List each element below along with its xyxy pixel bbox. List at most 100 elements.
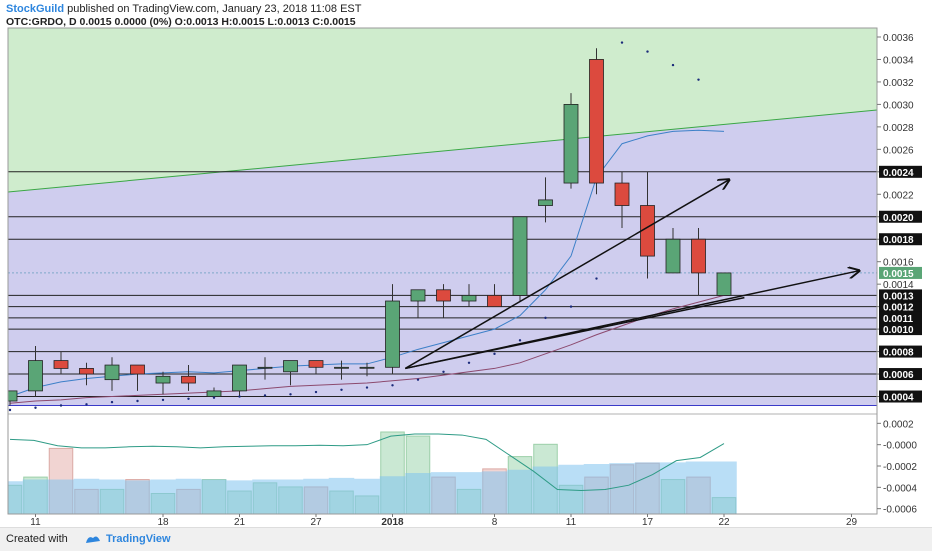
sar-dot [289, 393, 292, 396]
oscillator-tick-label: -0.0002 [883, 462, 917, 473]
sar-dot [646, 50, 649, 53]
candle-down[interactable] [181, 375, 196, 384]
time-tick-label: 11 [30, 517, 41, 527]
candle-up[interactable] [28, 360, 43, 392]
candle-down[interactable] [691, 238, 706, 274]
sar-dot [59, 404, 63, 407]
sar-dot [34, 406, 37, 409]
price-level-badge [879, 300, 922, 313]
sar-dot [671, 63, 675, 67]
price-level-badge [879, 165, 922, 178]
sar-dot [416, 378, 420, 381]
candle-up[interactable] [665, 238, 681, 274]
candle-up[interactable] [716, 272, 732, 296]
sar-dot [187, 397, 190, 400]
trend-arrow[interactable] [404, 180, 729, 370]
candle-up[interactable] [461, 294, 477, 302]
tradingview-brand[interactable]: TradingView [106, 533, 171, 545]
candle-up[interactable] [155, 375, 171, 384]
price-tick-label: 0.0032 [883, 78, 914, 89]
time-tick-label: 22 [718, 517, 730, 527]
trend-line[interactable] [405, 296, 745, 370]
sar-dot [595, 277, 598, 280]
candle-up[interactable] [232, 364, 247, 392]
candle-down[interactable] [53, 360, 69, 369]
price-tick-label: 0.0012 [883, 303, 914, 314]
candle-up[interactable] [410, 289, 426, 302]
sar-dot [8, 408, 12, 412]
candle-up[interactable] [512, 216, 528, 296]
candle-up[interactable] [257, 366, 273, 369]
candle-down[interactable] [436, 289, 451, 302]
price-tick-label: 0.0022 [883, 190, 914, 201]
last-price-badge [879, 266, 922, 279]
price-level-badge [879, 368, 922, 381]
candle-down[interactable] [614, 182, 630, 206]
sar-dot [340, 388, 343, 391]
candle-down[interactable] [130, 364, 145, 375]
publish-line: StockGuild published on TradingView.com,… [6, 3, 361, 15]
oscillator-tick-label: -0.0006 [883, 505, 917, 516]
candle-down[interactable] [589, 59, 604, 184]
oscillator-tick-label: -0.0000 [883, 441, 917, 452]
candle-down[interactable] [487, 294, 502, 308]
symbol-ohlc-line: OTC:GRDO, D 0.0015 0.0000 (0%) O:0.0013 … [6, 16, 356, 28]
price-chart[interactable]: 0.0036 0.0034 0.0032 0.0030 0.0028 0.0026 0.00… [0, 0, 932, 527]
oscillator-tick-label: 0.0002 [883, 419, 914, 430]
sar-dot [391, 384, 394, 387]
sar-dot [314, 390, 318, 394]
candle-up[interactable] [283, 360, 298, 373]
price-level-badge [879, 323, 922, 336]
price-tick-label: 0.0018 [883, 235, 914, 246]
price-tick-label: 0.0008 [883, 348, 914, 359]
candle-down[interactable] [308, 360, 324, 368]
time-tick-label: 21 [234, 517, 246, 527]
candle-up[interactable] [3, 390, 18, 402]
oscillator-line [9, 433, 725, 492]
candle-up[interactable] [563, 104, 579, 184]
price-level-badge [879, 210, 922, 223]
time-tick-label: 8 [492, 517, 498, 527]
sar-dot [238, 395, 241, 398]
sar-dot [518, 339, 522, 342]
sar-dot [442, 370, 445, 373]
channel-zone-fill [8, 110, 877, 406]
candle-up[interactable] [104, 364, 120, 381]
price-level-badge [879, 311, 922, 324]
time-tick-label: 29 [846, 517, 858, 527]
sar-dot [212, 396, 216, 399]
price-tick-label: 0.0010 [883, 325, 914, 336]
price-tick-label: 0.0014 [883, 280, 914, 291]
channel-upper-line [8, 109, 877, 193]
last-price-label: 0.0015 [883, 269, 914, 280]
sar-dot [263, 394, 267, 397]
oscillator-tick-label: -0.0004 [883, 483, 917, 494]
time-tick-label: 27 [310, 517, 322, 527]
price-level-badge [879, 390, 922, 403]
plot-border [7, 27, 878, 515]
moving-average-long-line [9, 294, 725, 404]
published-text: published on TradingView.com, January 23… [64, 3, 362, 15]
sar-dot [161, 398, 165, 402]
candle-up[interactable] [538, 199, 553, 206]
candle-up[interactable] [334, 366, 349, 369]
sar-dot [85, 403, 88, 406]
time-tick-label: 18 [157, 517, 169, 527]
price-level-label: 0.0013 [883, 291, 914, 302]
price-tick-label: 0.0030 [883, 100, 914, 111]
sar-dot [569, 305, 573, 308]
publisher-name[interactable]: StockGuild [6, 3, 65, 15]
candle-up[interactable] [206, 390, 222, 397]
price-tick-label: 0.0028 [883, 123, 914, 134]
price-level-badge [879, 345, 922, 358]
candle-up[interactable] [359, 366, 375, 369]
price-level-badge [879, 233, 922, 246]
price-tick-label: 0.0016 [883, 258, 914, 269]
sar-dot [467, 361, 471, 365]
candle-up[interactable] [385, 300, 400, 368]
sar-dot [136, 399, 139, 403]
resistance-zone-fill [8, 28, 877, 193]
candle-down[interactable] [79, 368, 94, 375]
price-level-label: 0.0011 [883, 314, 913, 325]
